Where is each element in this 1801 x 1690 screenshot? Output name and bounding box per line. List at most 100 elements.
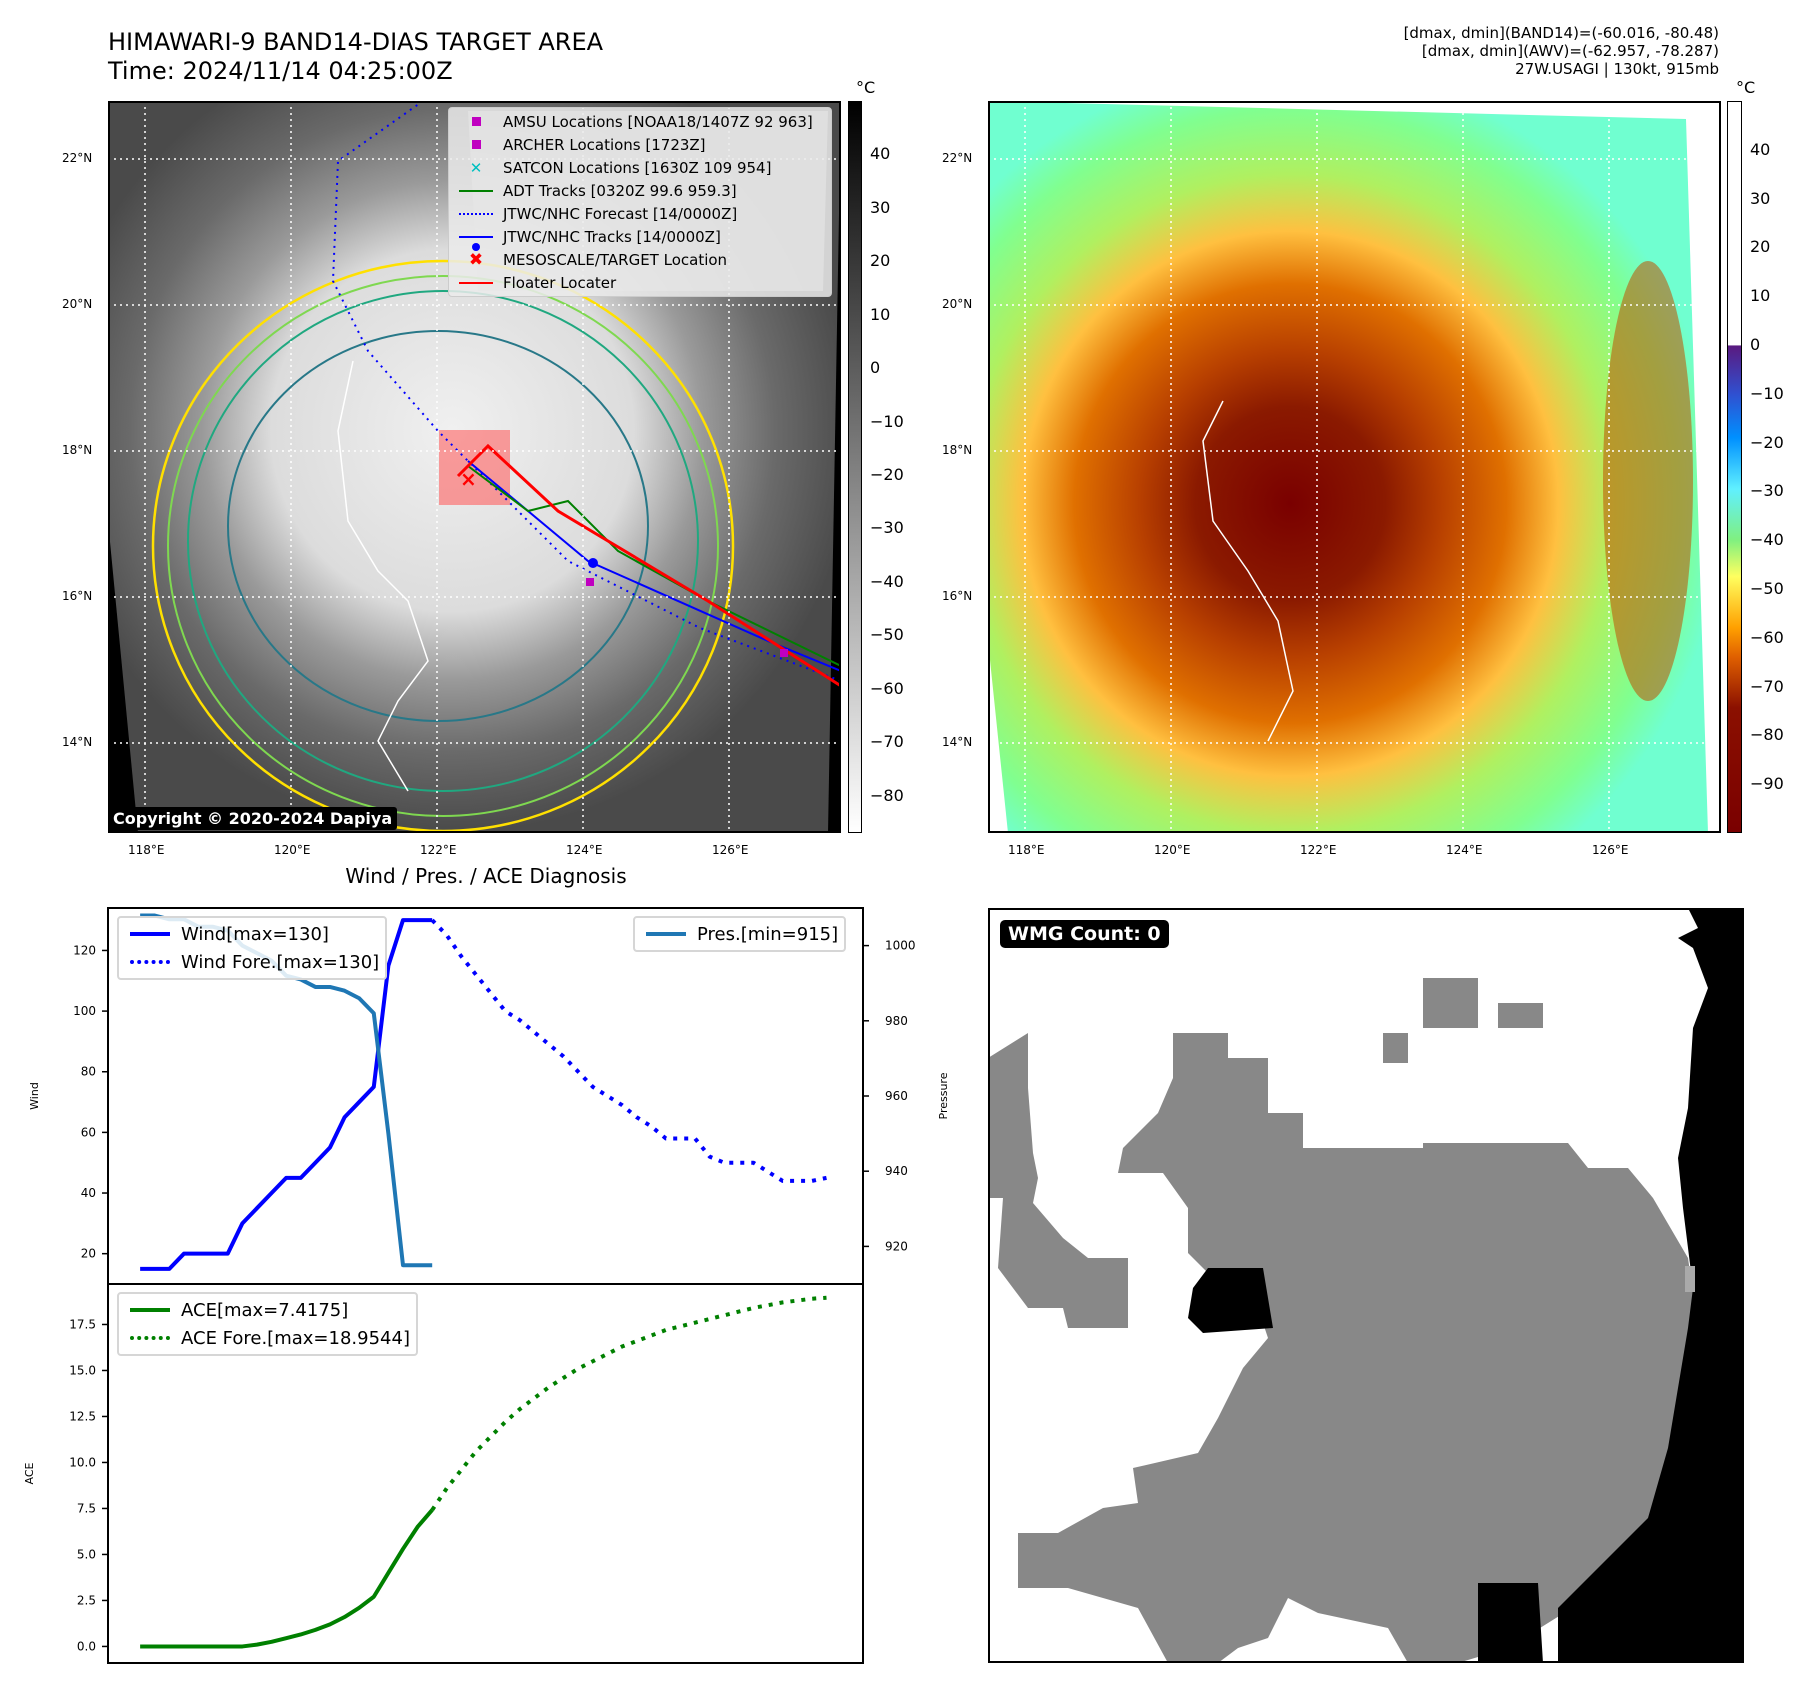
lat-label: 18°N	[62, 443, 93, 457]
ace-chart: 0.0 2.5 5.0 7.5 10.0 12.5 15.0 17.5 ACE	[23, 1283, 864, 1664]
title-line-2: Time: 2024/11/14 04:25:00Z	[108, 57, 453, 85]
lon-label: 120°E	[274, 843, 311, 857]
line-icon	[459, 281, 493, 284]
ir-map-panel: × AMSU Locations [NOAA18/1407Z 92 963] A…	[108, 101, 841, 833]
lat-label: 16°N	[942, 589, 973, 603]
legend-label: ACE[max=7.4175]	[181, 1299, 349, 1321]
lat-label: 22°N	[942, 151, 973, 165]
wmg-panel: WMG Count: 0	[988, 908, 1744, 1663]
y-tick-label: 7.5	[77, 1501, 96, 1515]
colorbar-tick-label: −40	[1750, 530, 1784, 550]
figure-title: HIMAWARI-9 BAND14-DIAS TARGET AREA Time:…	[108, 28, 603, 86]
series-line-1	[430, 918, 827, 1183]
contour-blue-teal	[227, 330, 649, 722]
outer-band	[1603, 261, 1693, 701]
ace-axes-frame	[107, 1283, 864, 1664]
square-marker-icon	[471, 117, 481, 126]
colorbar-tick-label: 20	[1750, 237, 1771, 257]
x-bold-marker-icon: ✖	[468, 249, 484, 270]
wmg-count-badge: WMG Count: 0	[1000, 920, 1169, 948]
line-icon	[130, 1308, 170, 1312]
colorbar-tick-label: −60	[1750, 627, 1784, 647]
colorbar-tick-label: 40	[870, 144, 891, 164]
lon-label: 118°E	[1008, 843, 1045, 857]
storm-summary: 27W.USAGI | 130kt, 915mb	[1515, 60, 1719, 78]
wmg-gray-region	[988, 978, 1698, 1663]
adt-track	[467, 465, 841, 667]
awv-map-image	[988, 101, 1721, 833]
awv-range: [dmax, dmin](AWV)=(-62.957, -78.287)	[1421, 42, 1719, 60]
pressure-legend: Pres.[min=915]	[633, 916, 847, 952]
colorbar-tick-label: 10	[1750, 286, 1771, 306]
band14-range: [dmax, dmin](BAND14)=(-60.016, -80.48)	[1403, 24, 1719, 42]
legend-label: MESOSCALE/TARGET Location	[503, 250, 728, 269]
wmg-black-region	[1188, 908, 1744, 1663]
legend-amsu: AMSU Locations [NOAA18/1407Z 92 963]	[449, 110, 831, 133]
y-tick-label: 40	[81, 1186, 96, 1200]
legend-ace-forecast: ACE Fore.[max=18.9544]	[119, 1324, 410, 1352]
legend-wind: Wind[max=130]	[119, 920, 379, 948]
colorbar-tick-label: −10	[870, 411, 904, 431]
colorbar-tick-label: 0	[870, 358, 881, 378]
line-icon	[646, 932, 686, 936]
y-tick-label: 12.5	[69, 1409, 96, 1423]
amsu-marker	[780, 649, 788, 657]
dotted-line-icon	[130, 1336, 170, 1340]
x-marker-icon: ✕	[469, 158, 483, 177]
dotted-line-icon	[130, 960, 170, 964]
awv-colorbar	[1727, 101, 1742, 833]
colorbar-tick-label: 30	[870, 197, 891, 217]
colorbar-tick-label: −60	[870, 678, 904, 698]
dotted-line-icon	[459, 212, 493, 215]
y2-tick-label: 960	[885, 1089, 908, 1103]
legend-label: ARCHER Locations [1723Z]	[503, 135, 706, 154]
y2-tick-label: 940	[885, 1164, 908, 1178]
colorbar-tick-label: −40	[870, 571, 904, 591]
lon-label: 126°E	[712, 843, 749, 857]
legend-label: Pres.[min=915]	[697, 923, 839, 945]
colorbar-tick-label: −70	[1750, 676, 1784, 696]
copyright-label: Copyright © 2020-2024 Dapiya	[108, 807, 398, 830]
y2-tick-label: 1000	[885, 939, 916, 953]
title-line-1: HIMAWARI-9 BAND14-DIAS TARGET AREA	[108, 28, 604, 56]
y-tick-label: 120	[73, 943, 96, 957]
lat-label: 20°N	[62, 297, 93, 311]
y-tick-label: 2.5	[77, 1593, 96, 1607]
y-tick-label: 0.0	[77, 1639, 96, 1653]
line-dot-icon	[459, 235, 493, 238]
diagnosis-title: Wind / Pres. / ACE Diagnosis	[345, 864, 627, 888]
y-tick-label: 15.0	[69, 1363, 96, 1377]
lon-label: 120°E	[1154, 843, 1191, 857]
lat-label: 22°N	[62, 151, 93, 165]
legend-label: JTWC/NHC Forecast [14/0000Z]	[503, 204, 738, 223]
square-marker-icon	[471, 140, 481, 149]
lon-label: 124°E	[566, 843, 603, 857]
y2-axis-label: Pressure	[937, 1072, 950, 1119]
y-tick-label: 80	[81, 1065, 96, 1079]
lat-label: 14°N	[942, 735, 973, 749]
legend-label: ADT Tracks [0320Z 99.6 959.3]	[503, 181, 737, 200]
lon-label: 124°E	[1446, 843, 1483, 857]
y2-tick-label: 980	[885, 1014, 908, 1028]
jtwc-point	[588, 558, 598, 568]
wmg-frame	[988, 908, 1744, 1663]
lat-label: 18°N	[942, 443, 973, 457]
gray-colorbar	[848, 101, 862, 833]
contour-green	[167, 275, 719, 817]
y-axis-label: ACE	[23, 1462, 36, 1484]
colorbar-tick-label: −80	[870, 785, 904, 805]
y-tick-label: 10.0	[69, 1455, 96, 1469]
colorbar-tick-label: −20	[1750, 432, 1784, 452]
legend-ace: ACE[max=7.4175]	[119, 1296, 410, 1324]
legend-label: Floater Locater	[503, 273, 617, 292]
colorbar-tick-label: −50	[1750, 579, 1784, 598]
legend-archer: ARCHER Locations [1723Z]	[449, 133, 831, 156]
colorbar-unit: °C	[1736, 78, 1756, 97]
colorbar-tick-label: −20	[870, 465, 904, 484]
track-legend: AMSU Locations [NOAA18/1407Z 92 963] ARC…	[448, 107, 832, 297]
wind-legend: Wind[max=130] Wind Fore.[max=130]	[117, 916, 388, 980]
contour-teal	[187, 290, 699, 792]
colorbar-tick-label: −70	[870, 732, 904, 752]
series-line-0	[140, 918, 433, 1271]
lat-label: 20°N	[942, 297, 973, 311]
